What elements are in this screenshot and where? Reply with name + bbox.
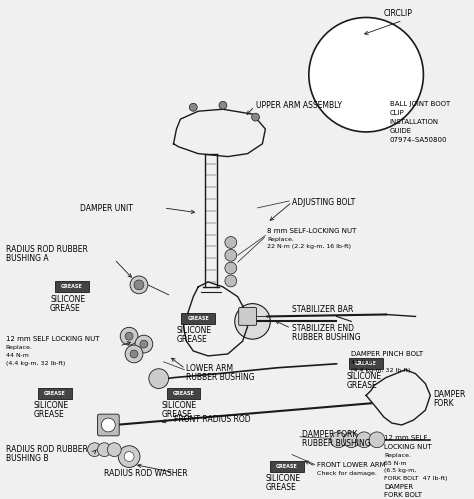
- Circle shape: [107, 443, 121, 457]
- Text: SILICONE: SILICONE: [162, 401, 197, 410]
- Text: 44 N·m: 44 N·m: [6, 353, 28, 358]
- Text: SILICONE: SILICONE: [346, 372, 382, 381]
- Text: SILICONE: SILICONE: [33, 401, 68, 410]
- Text: UPPER ARM ASSEMBLY: UPPER ARM ASSEMBLY: [255, 101, 341, 110]
- Circle shape: [369, 432, 385, 448]
- Circle shape: [149, 369, 169, 389]
- Circle shape: [189, 103, 197, 111]
- Text: SILICONE: SILICONE: [265, 475, 301, 484]
- Text: LOCKING NUT: LOCKING NUT: [384, 444, 432, 450]
- Circle shape: [140, 340, 148, 348]
- Text: FORK BOLT: FORK BOLT: [384, 492, 422, 498]
- Text: GREASE: GREASE: [44, 391, 66, 396]
- Circle shape: [130, 350, 138, 358]
- Text: DAMPER: DAMPER: [384, 484, 413, 490]
- Text: 07974–SA50800: 07974–SA50800: [390, 137, 447, 143]
- Text: FORK BOLT  47 lb-ft): FORK BOLT 47 lb-ft): [384, 477, 447, 482]
- Text: Replace.: Replace.: [267, 237, 294, 242]
- Text: GREASE: GREASE: [33, 410, 64, 419]
- Text: GREASE: GREASE: [173, 391, 194, 396]
- Text: (6.5 kg-m,: (6.5 kg-m,: [384, 469, 416, 474]
- FancyBboxPatch shape: [182, 313, 215, 324]
- Text: FRONT LOWER ARM: FRONT LOWER ARM: [317, 463, 385, 469]
- Text: GREASE: GREASE: [162, 410, 192, 419]
- Circle shape: [356, 432, 372, 448]
- Circle shape: [120, 327, 138, 345]
- Circle shape: [309, 17, 423, 132]
- Text: GUIDE: GUIDE: [390, 128, 412, 134]
- Text: DAMPER PINCH BOLT: DAMPER PINCH BOLT: [351, 351, 423, 357]
- Text: RADIUS ROD RUBBER: RADIUS ROD RUBBER: [6, 246, 88, 254]
- Text: GREASE: GREASE: [187, 316, 209, 321]
- Text: RADIUS ROD WASHER: RADIUS ROD WASHER: [104, 470, 188, 479]
- Circle shape: [134, 280, 144, 290]
- Text: GREASE: GREASE: [355, 361, 377, 366]
- Circle shape: [225, 250, 237, 261]
- Text: LOWER ARM: LOWER ARM: [186, 364, 234, 373]
- Circle shape: [343, 432, 359, 448]
- Text: Replace.: Replace.: [384, 453, 411, 458]
- FancyBboxPatch shape: [98, 414, 119, 436]
- Circle shape: [118, 446, 140, 468]
- Text: (4.4 kg-m, 32 lb-ft): (4.4 kg-m, 32 lb-ft): [351, 368, 410, 373]
- Text: 8 mm SELF-LOCKING NUT: 8 mm SELF-LOCKING NUT: [267, 228, 357, 234]
- Text: RADIUS ROD RUBBER: RADIUS ROD RUBBER: [6, 445, 88, 454]
- Circle shape: [219, 101, 227, 109]
- Circle shape: [225, 275, 237, 287]
- Text: FORK: FORK: [433, 399, 454, 408]
- Circle shape: [225, 237, 237, 249]
- FancyBboxPatch shape: [55, 281, 89, 292]
- Text: GREASE: GREASE: [276, 464, 298, 469]
- Circle shape: [235, 303, 270, 339]
- Text: FRONT RADIUS ROD: FRONT RADIUS ROD: [173, 415, 250, 424]
- Text: GREASE: GREASE: [346, 381, 377, 390]
- Circle shape: [125, 345, 143, 363]
- Text: INSTALLATION: INSTALLATION: [390, 119, 439, 125]
- FancyBboxPatch shape: [239, 307, 256, 325]
- Text: 12 mm SELF LOCKING NUT: 12 mm SELF LOCKING NUT: [6, 336, 99, 342]
- Circle shape: [101, 418, 115, 432]
- FancyBboxPatch shape: [270, 461, 304, 472]
- Circle shape: [225, 262, 237, 274]
- Circle shape: [98, 443, 111, 457]
- Text: GREASE: GREASE: [176, 335, 207, 344]
- Circle shape: [135, 335, 153, 353]
- Text: RUBBER BUSHING: RUBBER BUSHING: [292, 333, 361, 342]
- Circle shape: [330, 432, 346, 448]
- Text: Check for damage.: Check for damage.: [317, 472, 377, 477]
- Text: 22 N·m (2.2 kg-m, 16 lb-ft): 22 N·m (2.2 kg-m, 16 lb-ft): [267, 245, 351, 250]
- Text: BUSHING B: BUSHING B: [6, 454, 48, 463]
- Text: SILICONE: SILICONE: [50, 295, 85, 304]
- Circle shape: [130, 276, 148, 294]
- Text: STABILIZER END: STABILIZER END: [292, 324, 354, 333]
- Text: 12 mm SELF: 12 mm SELF: [384, 435, 428, 441]
- Text: GREASE: GREASE: [265, 483, 296, 492]
- Text: SILICONE: SILICONE: [176, 326, 211, 335]
- Circle shape: [252, 113, 259, 121]
- Text: GREASE: GREASE: [61, 284, 82, 289]
- Text: Replace.: Replace.: [6, 345, 33, 350]
- Circle shape: [124, 452, 134, 462]
- Text: GREASE: GREASE: [50, 303, 81, 312]
- Text: BALL JOINT BOOT: BALL JOINT BOOT: [390, 101, 450, 107]
- Circle shape: [88, 443, 101, 457]
- Text: DAMPER: DAMPER: [433, 390, 465, 400]
- Text: BUSHING A: BUSHING A: [6, 254, 48, 263]
- Circle shape: [125, 332, 133, 340]
- Text: ADJUSTING BOLT: ADJUSTING BOLT: [292, 198, 356, 207]
- Text: DAMPER UNIT: DAMPER UNIT: [80, 204, 133, 213]
- Text: CIRCLIP: CIRCLIP: [384, 8, 413, 17]
- Text: 65 N·m: 65 N·m: [384, 461, 407, 466]
- Text: DAMPER FORK: DAMPER FORK: [302, 430, 357, 439]
- Text: 44 N·m: 44 N·m: [351, 360, 374, 365]
- Text: RUBBER BUSHING: RUBBER BUSHING: [186, 373, 255, 382]
- Text: RUBBER BUSHING: RUBBER BUSHING: [302, 439, 371, 448]
- FancyBboxPatch shape: [38, 388, 72, 399]
- Text: CLIP: CLIP: [390, 110, 405, 116]
- Text: (4.4 kg-m, 32 lb-ft): (4.4 kg-m, 32 lb-ft): [6, 361, 65, 366]
- FancyBboxPatch shape: [349, 358, 383, 369]
- FancyBboxPatch shape: [167, 388, 200, 399]
- Text: STABILIZER BAR: STABILIZER BAR: [292, 304, 354, 313]
